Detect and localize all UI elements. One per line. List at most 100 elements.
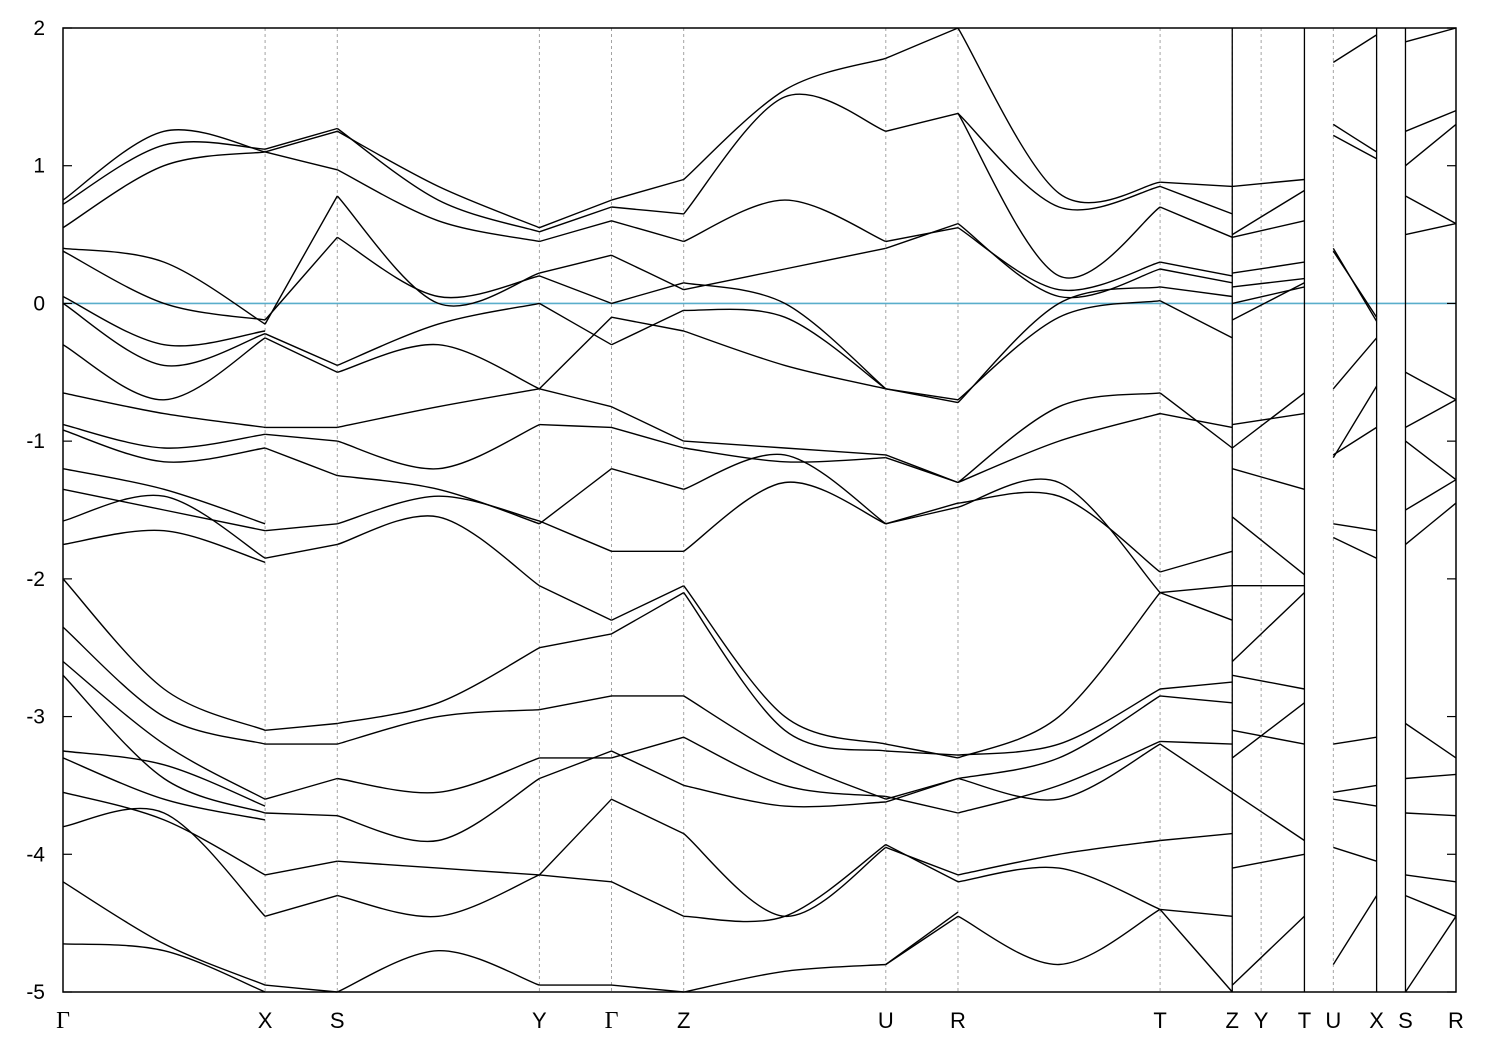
band-seg6-b5 bbox=[885, 388, 959, 404]
band-seg0-b19 bbox=[62, 750, 266, 807]
band-seg8-b9 bbox=[1159, 550, 1233, 573]
kpoint-label-2: S bbox=[330, 1008, 345, 1033]
band-seg10-b8 bbox=[1333, 523, 1377, 532]
band-seg7-b1 bbox=[957, 112, 1161, 211]
ytick-label-0: -5 bbox=[26, 981, 45, 1004]
band-seg4-b17 bbox=[611, 881, 685, 917]
kpoint-label-3: Y bbox=[532, 1008, 547, 1033]
band-seg10-b1 bbox=[1332, 123, 1377, 153]
band-seg0-b24 bbox=[62, 943, 266, 993]
band-seg1-b6 bbox=[264, 337, 338, 373]
band-seg11-b13 bbox=[1405, 874, 1457, 883]
band-seg7-b12 bbox=[957, 688, 1161, 756]
band-seg11-b10 bbox=[1405, 722, 1457, 759]
band-seg6-b18 bbox=[885, 911, 959, 966]
band-seg5-b14 bbox=[683, 736, 886, 798]
band-seg4-b7 bbox=[611, 406, 685, 442]
band-seg4-b1 bbox=[611, 206, 684, 215]
band-seg6-b10 bbox=[885, 743, 959, 759]
band-seg0-b12 bbox=[62, 488, 266, 532]
band-seg10-b6 bbox=[1332, 426, 1377, 456]
band-seg7-b0 bbox=[957, 27, 1161, 204]
band-seg9-b1 bbox=[1231, 189, 1305, 236]
kpoint-label-7: R bbox=[950, 1008, 966, 1033]
band-seg11-b9 bbox=[1405, 502, 1457, 545]
band-seg9-b12 bbox=[1231, 592, 1305, 663]
band-seg6-b9 bbox=[885, 506, 959, 525]
band-seg4-b8 bbox=[611, 426, 684, 449]
band-seg8-b6 bbox=[1159, 300, 1233, 339]
band-seg3-b2 bbox=[539, 220, 612, 243]
band-seg9-b5 bbox=[1231, 282, 1305, 321]
band-seg10-b12 bbox=[1333, 798, 1377, 807]
band-seg3-b5 bbox=[539, 302, 612, 346]
band-seg3-b0 bbox=[539, 199, 612, 229]
band-seg10-b14 bbox=[1332, 895, 1378, 965]
band-seg6-b14 bbox=[885, 777, 959, 803]
band-seg5-b3 bbox=[683, 247, 886, 291]
band-seg1-b18 bbox=[265, 984, 338, 993]
band-seg10-b13 bbox=[1333, 846, 1377, 862]
band-seg7-b7 bbox=[957, 392, 1161, 484]
band-seg2-b9 bbox=[337, 474, 540, 525]
band-seg3-b7 bbox=[539, 388, 612, 408]
band-seg11-b8 bbox=[1405, 479, 1457, 511]
band-seg11-b6 bbox=[1405, 399, 1457, 429]
band-seg7-b16 bbox=[957, 839, 1161, 876]
band-seg11-b12 bbox=[1405, 812, 1457, 817]
band-seg9-b8 bbox=[1231, 392, 1305, 449]
band-seg3-b17 bbox=[539, 874, 612, 883]
band-seg5-b18 bbox=[683, 963, 886, 993]
band-seg2-b18 bbox=[337, 949, 540, 993]
band-seg7-b11 bbox=[957, 592, 1161, 759]
band-seg1-b14 bbox=[264, 777, 338, 800]
band-seg5-b1 bbox=[683, 93, 887, 215]
band-seg3-b6 bbox=[538, 316, 612, 390]
band-seg8-b15 bbox=[1159, 743, 1233, 793]
band-seg2-b4 bbox=[336, 236, 540, 299]
kpoint-label-9: Z bbox=[1226, 1008, 1239, 1033]
band-seg2-b3 bbox=[336, 195, 540, 307]
band-seg5-b11 bbox=[683, 585, 886, 745]
band-seg10-b5 bbox=[1332, 337, 1378, 390]
band-seg0-b4 bbox=[62, 250, 266, 321]
band-seg3-b3 bbox=[539, 254, 612, 274]
high-symmetry-gridlines bbox=[264, 28, 1406, 992]
kpoint-label-12: U bbox=[1325, 1008, 1341, 1033]
band-seg11-b5 bbox=[1405, 371, 1457, 401]
band-seg5-b16 bbox=[683, 833, 887, 918]
band-seg2-b5 bbox=[337, 302, 540, 367]
band-seg0-b3 bbox=[62, 247, 266, 325]
band-seg2-b8 bbox=[337, 423, 540, 470]
band-seg0-b0 bbox=[62, 129, 266, 201]
band-seg3-b13 bbox=[539, 695, 612, 711]
band-seg0-b20 bbox=[62, 757, 266, 821]
band-seg9-b14 bbox=[1232, 729, 1305, 745]
kpoint-label-10: Y bbox=[1254, 1008, 1269, 1033]
band-seg10-b11 bbox=[1333, 784, 1377, 793]
band-seg8-b11 bbox=[1160, 585, 1233, 594]
ytick-label-2: -3 bbox=[26, 706, 45, 729]
band-seg11-b11 bbox=[1405, 773, 1457, 780]
band-seg1-b8 bbox=[265, 433, 338, 442]
kpoint-label-11: T bbox=[1298, 1008, 1311, 1033]
band-seg3-b15 bbox=[539, 750, 612, 780]
band-seg11-b7 bbox=[1405, 440, 1457, 481]
band-seg7-b17 bbox=[957, 866, 1161, 911]
band-seg7-b5 bbox=[957, 300, 1161, 401]
band-seg9-b4 bbox=[1232, 277, 1305, 288]
band-seg8-b3 bbox=[1159, 261, 1233, 277]
band-seg5-b6 bbox=[683, 330, 886, 390]
band-seg9-b18 bbox=[1231, 915, 1305, 986]
band-seg7-b3 bbox=[957, 227, 1161, 292]
band-seg1-b5 bbox=[264, 333, 338, 367]
band-seg2-b14 bbox=[337, 757, 540, 794]
band-seg2-b10 bbox=[337, 495, 540, 525]
band-seg11-b3 bbox=[1405, 195, 1457, 225]
band-seg9-b6 bbox=[1232, 286, 1305, 305]
band-seg0-b17 bbox=[62, 660, 266, 800]
band-seg9-b3 bbox=[1232, 261, 1305, 274]
band-seg9-b7 bbox=[1232, 412, 1305, 426]
band-seg1-b9 bbox=[264, 447, 338, 477]
